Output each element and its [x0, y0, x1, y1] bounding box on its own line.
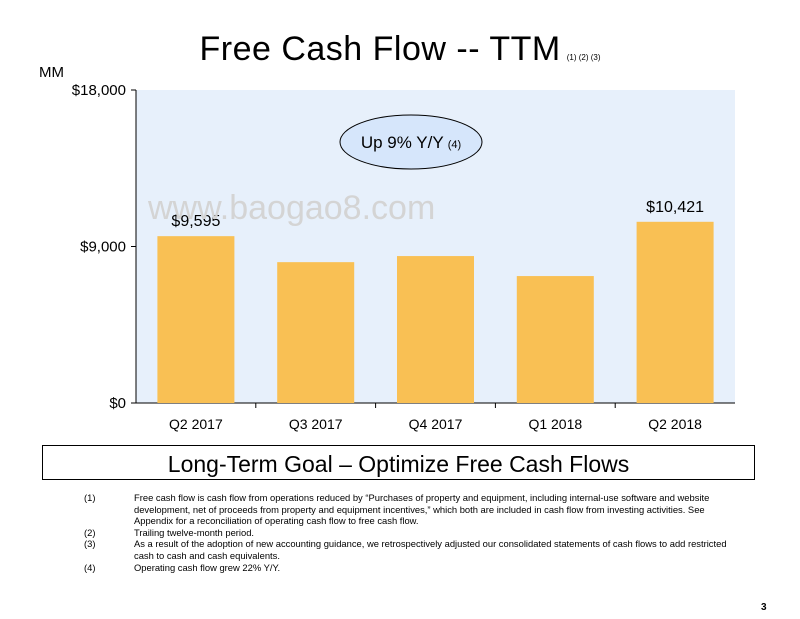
bar [397, 256, 474, 403]
title-footnote-refs: (1) (2) (3) [566, 53, 601, 62]
bar [277, 262, 355, 403]
bar-data-label: $10,421 [646, 199, 704, 216]
footnote-item: (4) Operating cash flow grew 22% Y/Y. [84, 562, 734, 574]
footnote-number: (2) [84, 526, 96, 538]
long-term-goal-banner: Long-Term Goal – Optimize Free Cash Flow… [42, 445, 755, 480]
y-tick-label: $9,000 [80, 239, 126, 256]
footnote-text: Trailing twelve-month period. [134, 526, 255, 538]
callout-footnote-ref: (4) [448, 139, 461, 151]
page-title: Free Cash Flow -- TTM [199, 30, 561, 68]
title-row: Free Cash Flow -- TTM (1) (2) (3) [0, 30, 800, 69]
bar [636, 221, 714, 403]
y-tick-label: $18,000 [72, 82, 126, 99]
free-cash-flow-chart: $0 $9,000 $18,000 Q2 2017 Q3 2017 Q4 2017 Q1 … [72, 82, 735, 432]
footnote-text: Operating cash flow grew 22% Y/Y. [134, 561, 281, 573]
bar-data-label: $9,595 [171, 213, 220, 230]
callout: Up 9% Y/Y (4) [339, 114, 483, 170]
callout-ellipse [339, 114, 483, 170]
footnote-item: (1) Free cash flow is cash flow from oper… [84, 492, 734, 527]
bar [157, 236, 235, 403]
footnote-number: (1) [84, 492, 96, 503]
unit-label: MM [39, 64, 64, 81]
x-tick-label: Q2 2017 [169, 416, 223, 432]
footnote-item: (3) As a result of the adoption of new ac… [84, 538, 734, 561]
footnote-number: (3) [84, 538, 96, 550]
page-number: 3 [761, 602, 767, 613]
callout-main: Up 9% Y/Y [361, 133, 444, 152]
x-tick-label: Q1 2018 [528, 416, 582, 432]
footnote-text: As a result of the adoption of new accou… [134, 538, 727, 561]
footnote-text: Free cash flow is cash flow from operati… [134, 492, 710, 527]
y-tick-label: $0 [109, 395, 126, 412]
footnote-number: (4) [84, 561, 96, 573]
x-tick-label: Q3 2017 [289, 416, 343, 432]
footnotes: (1) Free cash flow is cash flow from oper… [84, 492, 734, 573]
footnote-item: (2) Trailing twelve-month period. [84, 527, 734, 539]
bar [516, 276, 594, 403]
x-tick-label: Q4 2017 [409, 416, 463, 432]
x-tick-label: Q2 2018 [648, 416, 702, 432]
callout-text: Up 9% Y/Y (4) [361, 133, 461, 152]
watermark: www.baogao8.com [147, 189, 435, 227]
